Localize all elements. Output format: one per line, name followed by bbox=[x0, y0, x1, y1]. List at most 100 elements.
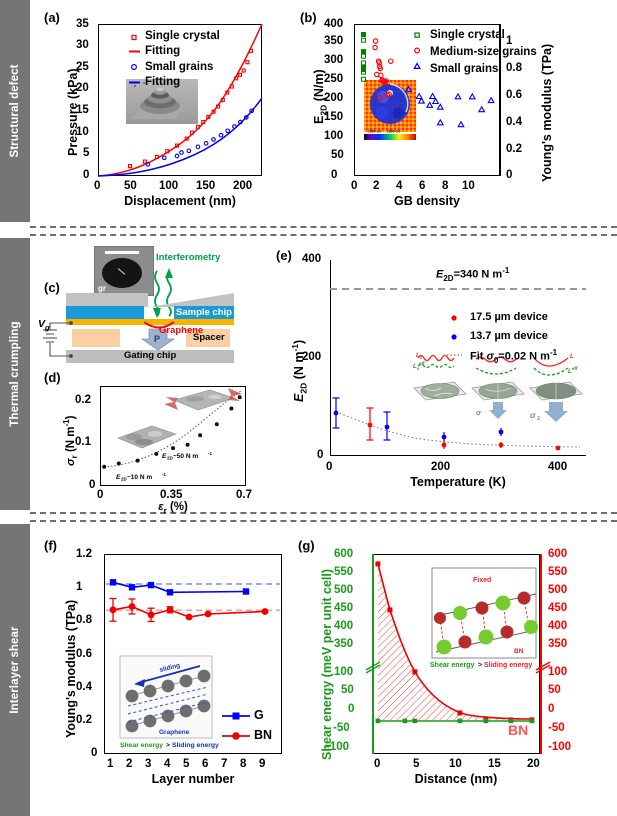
panel-e-tag: (e) bbox=[276, 248, 292, 263]
svg-text:-1: -1 bbox=[208, 451, 212, 456]
panel-e-x-axis-title: Temperature (K) bbox=[410, 475, 506, 489]
panel-f-ytick-1.2: 1.2 bbox=[76, 548, 92, 560]
panel-b-ytick-100: 100 bbox=[324, 130, 344, 142]
svg-text:-1: -1 bbox=[162, 472, 166, 477]
panel-e-markers-13.7 bbox=[333, 410, 504, 440]
panel-b-ytick-150: 150 bbox=[324, 111, 344, 123]
panel-b-right-ytick-0.8: 0.8 bbox=[506, 62, 522, 74]
panel-f-ytick-0.4: 0.4 bbox=[76, 681, 92, 693]
panel-c-schematic bbox=[43, 268, 234, 363]
interferometry-beam-icon bbox=[153, 268, 173, 318]
panel-g-right-ytick-50: 50 bbox=[548, 684, 561, 696]
panel-c-label-pressure: P bbox=[154, 334, 161, 344]
panel-e-legend-label-3: Fit σ0=0.02 N m-1 bbox=[470, 348, 558, 365]
sidebar-label-thermal-crumpling: Thermal crumpling bbox=[9, 321, 21, 427]
sidebar-label-interlayer-shear: Interlayer shear bbox=[9, 626, 21, 714]
panel-a-xtick-200: 200 bbox=[233, 180, 253, 192]
svg-text:E: E bbox=[116, 474, 121, 481]
panel-d-xtick-0.35: 0.35 bbox=[160, 489, 183, 501]
svg-text:E: E bbox=[162, 453, 167, 460]
panel-g-inset-bn: Fixed BN Shear energy > Sliding energy bbox=[430, 567, 538, 669]
panel-e-ytick-0: 0 bbox=[317, 449, 324, 461]
panel-a: (a) bbox=[40, 6, 285, 226]
panel-b-legend-label-3: Small grains bbox=[430, 63, 499, 75]
svg-text:>: > bbox=[478, 662, 482, 669]
panel-d-data: E 2D ~50 N m -1 E 2D ~10 N m -1 bbox=[102, 388, 242, 482]
panel-g-xtick-0: 0 bbox=[374, 758, 381, 770]
panel-g-xtick-20: 20 bbox=[527, 758, 540, 770]
svg-text:1580 cm: 1580 cm bbox=[368, 130, 381, 134]
panel-f-data: sliding Graphene Shear energy > Sliding … bbox=[106, 579, 280, 749]
panel-g: (g) bbox=[296, 532, 614, 812]
panel-g-ytick--50: -50 bbox=[333, 722, 350, 734]
panel-d-points bbox=[102, 395, 242, 469]
panel-g-tag: (g) bbox=[298, 538, 315, 553]
panel-e-markers-17.5 bbox=[367, 422, 561, 451]
panel-g-ytick-500: 500 bbox=[334, 584, 354, 596]
svg-text:2D: 2D bbox=[121, 477, 128, 482]
sidebar-label-structural-defect: Structural defect bbox=[9, 64, 21, 158]
panel-e-y-axis-title: E2D (N m-1) bbox=[290, 339, 309, 402]
svg-text:2D: 2D bbox=[167, 456, 174, 461]
panel-c-sem-inset: gr bbox=[94, 246, 154, 296]
panel-g-data: Fixed BN Shear energy > Sliding energy bbox=[375, 561, 538, 724]
panel-g-ytick-0: 0 bbox=[348, 703, 355, 715]
panel-g-markers-shear bbox=[375, 718, 535, 724]
panel-c-label-interferometry: Interferometry bbox=[156, 252, 221, 263]
svg-text:BN: BN bbox=[514, 648, 524, 655]
panel-g-ytick-400: 400 bbox=[334, 620, 354, 632]
panel-g-right-ytick-500: 500 bbox=[548, 584, 568, 596]
panel-a-xtick-50: 50 bbox=[124, 180, 137, 192]
panel-e: (e) L 0 L 0 eff bbox=[276, 242, 610, 508]
panel-b-tag: (b) bbox=[300, 10, 317, 25]
panel-a-ytick-0: 0 bbox=[83, 169, 90, 181]
panel-g-right-axis bbox=[540, 554, 542, 754]
panel-g-ytick-450: 450 bbox=[334, 602, 354, 614]
panel-a-y-axis-title: Pressure (kPa) bbox=[66, 68, 80, 156]
panel-b-right-ytick-0.6: 0.6 bbox=[506, 89, 522, 101]
panel-e-xtick-0: 0 bbox=[326, 461, 333, 473]
panel-f-xtick-5: 5 bbox=[183, 758, 190, 770]
panel-b-right-ytick-0.2: 0.2 bbox=[506, 143, 522, 155]
panel-d-y-axis-title: σr (N m-1) bbox=[62, 415, 80, 466]
svg-text:L: L bbox=[568, 369, 572, 375]
panel-g-right-axis-break bbox=[535, 661, 551, 674]
panel-g-xtick-15: 15 bbox=[488, 758, 501, 770]
panel-a-ytick-10: 10 bbox=[76, 126, 89, 138]
panel-b-y-axis-title: E2D (N/m) bbox=[312, 69, 329, 124]
panel-a-ytick-25: 25 bbox=[76, 61, 89, 73]
panel-f-inset-graphene: sliding Graphene Shear energy > Sliding … bbox=[119, 655, 219, 749]
panel-b-ytick-400: 400 bbox=[324, 18, 344, 30]
panel-g-right-ytick-600: 600 bbox=[548, 548, 568, 560]
svg-text:σ: σ bbox=[530, 410, 536, 420]
panel-d-xtick-0.7: 0.7 bbox=[236, 489, 252, 501]
panel-a-legend-label-3: Small grains bbox=[145, 61, 214, 73]
panel-g-annotation-bn: BN bbox=[508, 722, 529, 738]
panel-g-ytick-350: 350 bbox=[334, 638, 354, 650]
panel-c-label-spacer: Spacer bbox=[193, 332, 225, 343]
panel-f-xtick-8: 8 bbox=[240, 758, 247, 770]
panel-b-inset-raman: 1580 cm 1600 cm bbox=[364, 80, 416, 140]
pressure-arrow-icon bbox=[140, 328, 176, 351]
panel-e-xtick-200: 200 bbox=[431, 461, 451, 473]
svg-text:Shear energy: Shear energy bbox=[430, 662, 474, 669]
panel-g-right-ytick-100: 100 bbox=[548, 666, 568, 678]
panel-b-data: 1580 cm 1600 cm bbox=[361, 32, 495, 140]
panel-c-label-graphene: Graphene bbox=[159, 325, 204, 336]
panel-a-xtick-150: 150 bbox=[196, 180, 216, 192]
panel-b-legend-label-2: Medium-size grains bbox=[430, 46, 537, 58]
panel-g-right-ytick-0: 0 bbox=[548, 703, 555, 715]
panel-f-x-axis-title: Layer number bbox=[151, 772, 235, 786]
svg-text:0: 0 bbox=[417, 366, 420, 371]
panel-b: (b) bbox=[300, 6, 610, 226]
svg-text:1600 cm: 1600 cm bbox=[387, 130, 400, 134]
panel-g-ytick-100: 100 bbox=[334, 666, 354, 678]
panel-f-legend-label-BN: BN bbox=[254, 728, 273, 742]
panel-b-xtick-10: 10 bbox=[462, 180, 475, 192]
panel-e-legend-marker-2 bbox=[451, 334, 457, 340]
panel-d-xtick-0: 0 bbox=[97, 489, 104, 501]
panel-a-fit-small bbox=[97, 97, 263, 177]
panel-d-ytick-0.2: 0.2 bbox=[75, 394, 91, 406]
panel-f-xtick-1: 1 bbox=[107, 758, 114, 770]
svg-text:Fixed: Fixed bbox=[473, 577, 491, 584]
